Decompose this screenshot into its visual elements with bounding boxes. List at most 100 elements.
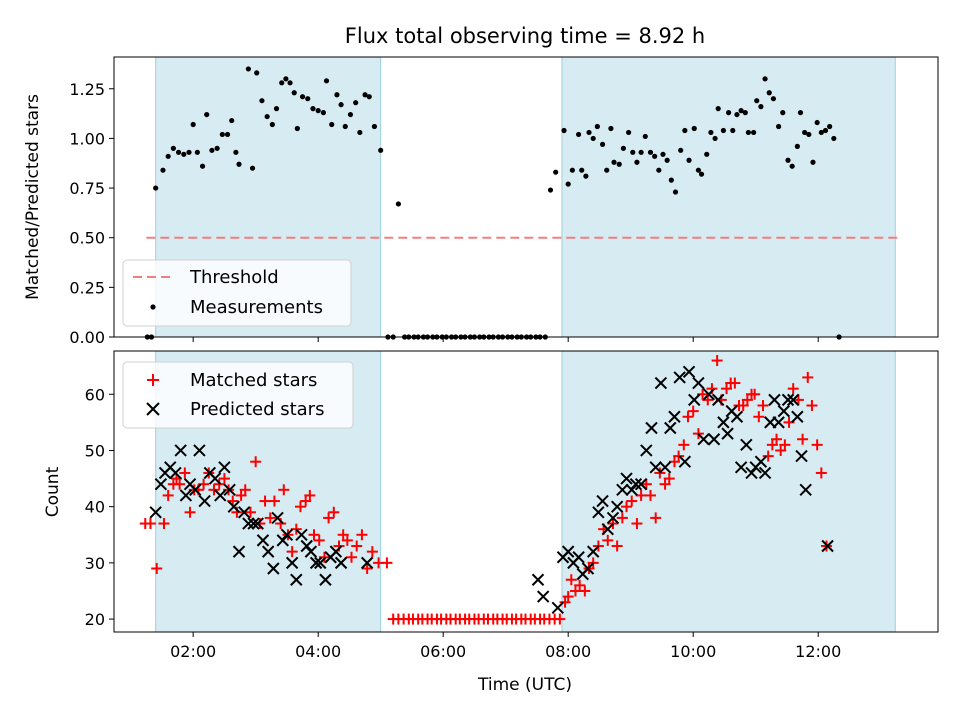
measurement-point xyxy=(249,165,256,171)
measurement-point xyxy=(831,135,837,142)
predicted-star-marker xyxy=(649,461,662,474)
matched-star-marker xyxy=(313,534,325,546)
measurement-point xyxy=(565,181,571,187)
measurement-point xyxy=(199,163,206,169)
top-y-axis-label: Matched/Predicted stars xyxy=(23,94,43,300)
measurement-point xyxy=(547,187,554,193)
measurement-point xyxy=(320,110,326,116)
predicted-star-marker xyxy=(777,404,791,418)
measurement-point xyxy=(245,66,251,72)
matched-star-marker xyxy=(158,518,170,530)
measurement-point xyxy=(789,163,795,169)
measurement-point xyxy=(630,149,636,155)
top-panel: 0.00 0.25 0.50 0.75 1.00 1.25 Matched/Predict… xyxy=(23,56,939,347)
matched-star-marker xyxy=(179,467,191,479)
matched-star-marker xyxy=(757,400,769,412)
predicted-stars-points xyxy=(149,365,834,615)
matched-star-marker xyxy=(687,405,699,417)
matched-star-marker xyxy=(815,467,827,479)
measurement-point xyxy=(291,90,297,96)
predicted-star-marker xyxy=(688,393,701,407)
measurement-point xyxy=(366,94,372,100)
matched-star-marker xyxy=(300,495,312,507)
matched-star-marker xyxy=(753,411,765,423)
matched-star-marker xyxy=(811,439,823,451)
predicted-star-marker xyxy=(285,556,299,570)
measurement-point xyxy=(273,106,280,112)
predicted-star-marker xyxy=(334,556,348,570)
predicted-star-marker xyxy=(198,494,211,508)
matched-star-marker xyxy=(239,484,251,496)
bottom-x-tick-label: 06:00 xyxy=(420,642,466,661)
bottom-y-tick-label: 20 xyxy=(85,610,105,629)
matched-star-marker xyxy=(621,501,633,513)
matched-star-marker xyxy=(308,529,320,541)
predicted-star-marker xyxy=(791,410,804,423)
predicted-star-marker xyxy=(658,461,672,474)
measurement-point xyxy=(745,129,752,136)
measurement-point xyxy=(269,121,275,128)
measurement-point xyxy=(583,173,589,179)
measurement-point xyxy=(224,131,231,138)
bottom-axes-frame xyxy=(113,350,939,633)
bottom-y-tick-label: 60 xyxy=(85,385,105,404)
matched-star-marker xyxy=(762,450,774,462)
matched-star-marker xyxy=(254,518,266,530)
matched-star-marker xyxy=(775,444,787,456)
predicted-star-marker xyxy=(223,483,236,497)
matched-star-marker xyxy=(151,562,163,574)
measurement-point xyxy=(342,123,348,130)
measurement-point xyxy=(611,159,617,165)
top-y-tick-label: 0.50 xyxy=(69,229,105,248)
top-y-ticks: 0.00 0.25 0.50 0.75 1.00 1.25 xyxy=(69,80,114,347)
bottom-x-ticks: 02:00 04:00 06:00 08:00 10:00 12:00 xyxy=(170,632,841,661)
measurement-point xyxy=(616,161,622,167)
matched-star-marker xyxy=(792,394,804,406)
predicted-star-marker xyxy=(620,472,633,485)
measurement-point xyxy=(642,133,648,140)
matched-star-marker xyxy=(668,456,680,468)
predicted-star-marker xyxy=(561,545,575,558)
measurement-point xyxy=(691,125,697,132)
measurement-point xyxy=(264,113,270,120)
matched-star-marker xyxy=(737,400,749,412)
predicted-star-marker xyxy=(300,539,313,553)
top-legend: Threshold Measurements xyxy=(122,259,352,327)
matched-star-marker xyxy=(268,495,280,507)
measurement-point xyxy=(283,76,289,82)
predicted-star-marker xyxy=(329,545,343,558)
predicted-star-marker xyxy=(734,461,748,474)
matched-star-marker xyxy=(144,518,156,530)
measurement-point xyxy=(726,110,732,116)
matched-star-marker xyxy=(208,484,220,496)
measurement-point xyxy=(579,167,585,173)
matched-star-marker xyxy=(616,512,628,524)
predicted-star-marker xyxy=(536,590,550,603)
measurement-point xyxy=(660,151,666,157)
bottom-x-tick-label: 12:00 xyxy=(795,642,841,661)
predicted-star-marker xyxy=(154,477,168,491)
predicted-star-marker xyxy=(786,393,800,407)
top-y-tick-label: 0.00 xyxy=(69,328,105,347)
predicted-star-marker xyxy=(692,376,705,390)
predicted-star-marker xyxy=(586,545,600,558)
measurement-point xyxy=(620,145,627,151)
predicted-star-marker xyxy=(781,393,795,407)
matched-star-marker xyxy=(611,540,623,552)
measurement-point xyxy=(204,111,210,118)
predicted-star-marker xyxy=(721,427,734,440)
measurement-point xyxy=(827,123,833,130)
measurement-point xyxy=(652,153,658,159)
measurement-point xyxy=(259,98,265,104)
measurement-point xyxy=(362,92,368,98)
predicted-star-marker xyxy=(314,556,327,570)
predicted-star-marker xyxy=(218,461,231,474)
measurement-point xyxy=(712,135,718,142)
matched-star-marker xyxy=(278,484,290,496)
measurement-point xyxy=(766,90,772,96)
measurement-point xyxy=(708,129,714,136)
matched-star-marker xyxy=(381,557,393,569)
measurement-point xyxy=(254,70,260,76)
matched-star-marker xyxy=(673,450,685,462)
matched-star-marker xyxy=(749,388,761,400)
